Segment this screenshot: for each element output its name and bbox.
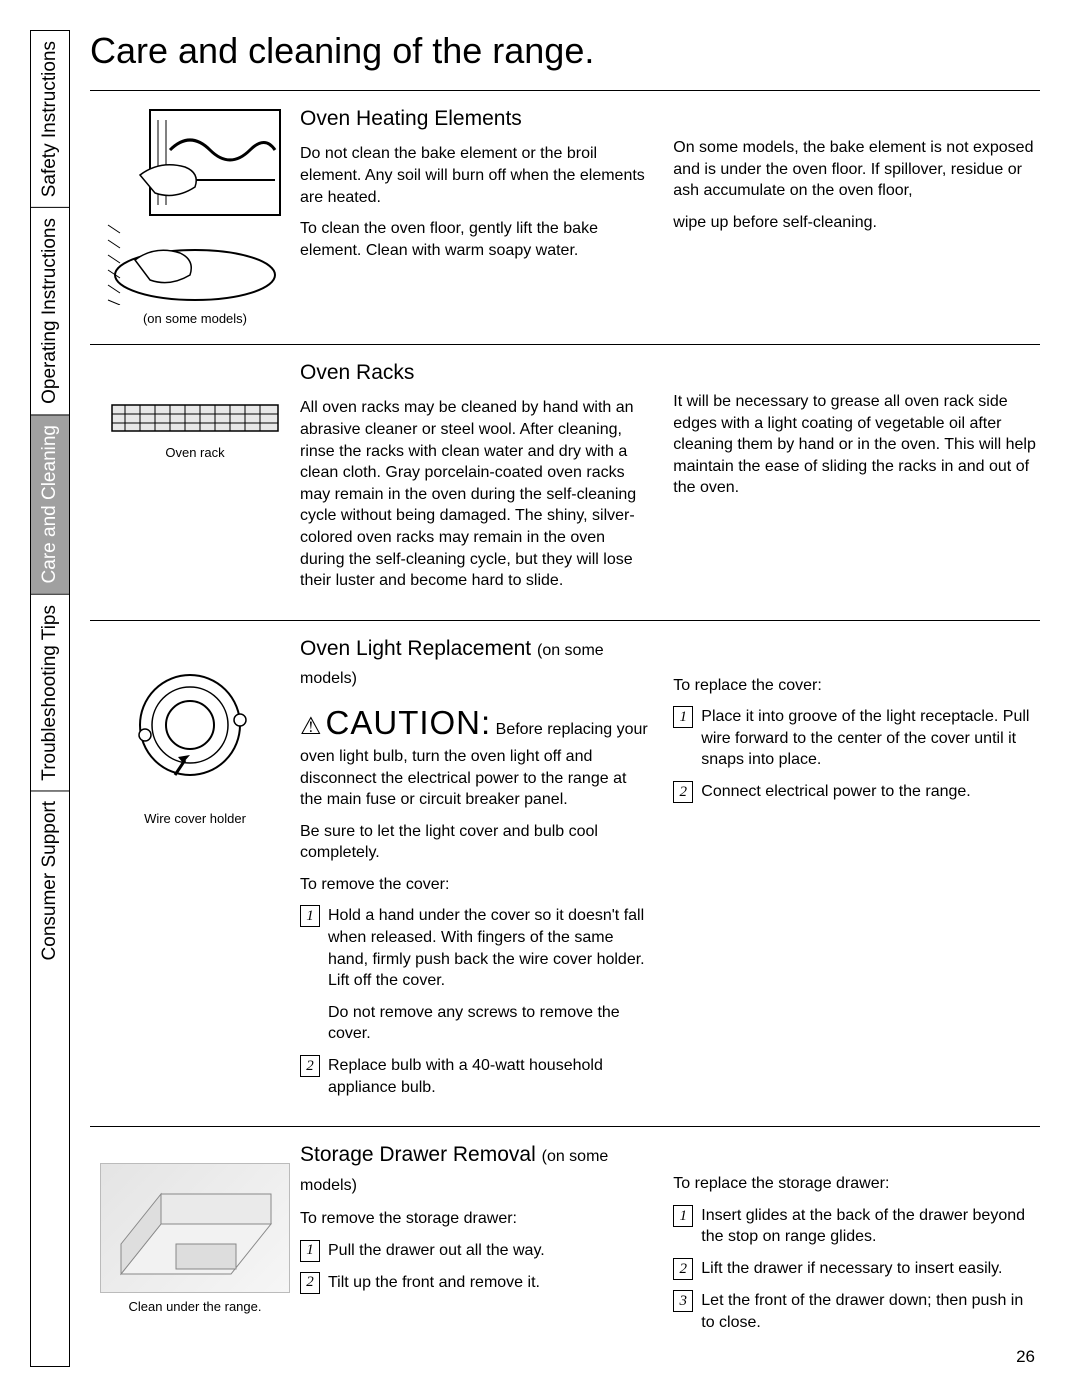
heating-text: Do not clean the bake element or the bro… (300, 143, 649, 208)
tab-troubleshooting[interactable]: Troubleshooting Tips (31, 594, 69, 791)
side-tabs: Safety Instructions Operating Instructio… (30, 30, 70, 1367)
list-item: 1Pull the drawer out all the way. (300, 1240, 649, 1262)
illustration-caption: Oven rack (165, 445, 224, 460)
step-number-icon: 1 (673, 1205, 693, 1227)
section-oven-racks: Oven rack Oven Racks All oven racks may … (90, 344, 1040, 620)
list-item: 1Place it into groove of the light recep… (673, 706, 1040, 771)
caution-label: CAUTION: (326, 704, 492, 741)
illustration-heating: (on some models) (90, 105, 300, 326)
light-col-right: To replace the cover: 1Place it into gro… (673, 635, 1040, 1109)
heating-heading: Oven Heating Elements (300, 105, 649, 133)
racks-col-left: Oven Racks All oven racks may be cleaned… (300, 359, 649, 602)
light-heading: Oven Light Replacement (on some models) (300, 635, 649, 692)
tab-operating[interactable]: Operating Instructions (31, 207, 69, 414)
oven-rack-illustration (110, 399, 280, 439)
section-oven-light: Wire cover holder Oven Light Replacement… (90, 620, 1040, 1127)
illustration-caption: Clean under the range. (129, 1299, 262, 1314)
racks-text: All oven racks may be cleaned by hand wi… (300, 397, 649, 591)
remove-drawer-label: To remove the storage drawer: (300, 1208, 649, 1230)
page: Safety Instructions Operating Instructio… (0, 0, 1080, 1397)
step-number-icon: 1 (300, 905, 320, 927)
remove-drawer-steps: 1Pull the drawer out all the way. 2Tilt … (300, 1240, 649, 1294)
replace-cover-label: To replace the cover: (673, 675, 1040, 697)
list-item: 2Connect electrical power to the range. (673, 781, 1040, 803)
page-number: 26 (1016, 1347, 1035, 1367)
remove-cover-steps: 1Hold a hand under the cover so it doesn… (300, 905, 649, 991)
light-text: Be sure to let the light cover and bulb … (300, 821, 649, 864)
list-item: 2Lift the drawer if necessary to insert … (673, 1258, 1040, 1280)
step-number-icon: 2 (300, 1272, 320, 1294)
heating-col-left: Oven Heating Elements Do not clean the b… (300, 105, 649, 326)
step-number-icon: 1 (300, 1240, 320, 1262)
warning-icon: ⚠ (300, 713, 322, 740)
illustration-light: Wire cover holder (90, 635, 300, 1109)
illustration-caption: Wire cover holder (144, 811, 246, 826)
replace-drawer-label: To replace the storage drawer: (673, 1173, 1040, 1195)
replace-drawer-steps: 1Insert glides at the back of the drawer… (673, 1205, 1040, 1333)
drawer-heading: Storage Drawer Removal (on some models) (300, 1141, 649, 1198)
racks-col-right: It will be necessary to grease all oven … (673, 359, 1040, 602)
light-cover-illustration (120, 665, 270, 805)
heating-text: On some models, the bake element is not … (673, 137, 1040, 202)
remove-cover-steps: 2Replace bulb with a 40-watt household a… (300, 1055, 649, 1098)
step-number-icon: 3 (673, 1290, 693, 1312)
step-number-icon: 2 (300, 1055, 320, 1077)
content: Care and cleaning of the range. (90, 30, 1040, 1367)
step-number-icon: 1 (673, 706, 693, 728)
page-title: Care and cleaning of the range. (90, 30, 1040, 72)
illustration-rack: Oven rack (90, 359, 300, 602)
drawer-illustration (100, 1163, 290, 1293)
drawer-col-left: Storage Drawer Removal (on some models) … (300, 1141, 649, 1343)
drawer-col-right: To replace the storage drawer: 1Insert g… (673, 1141, 1040, 1343)
oven-cleaning-illustration (100, 105, 290, 305)
illustration-caption: (on some models) (143, 311, 247, 326)
tab-safety[interactable]: Safety Instructions (31, 31, 69, 207)
remove-cover-label: To remove the cover: (300, 874, 649, 896)
list-item: 2Tilt up the front and remove it. (300, 1272, 649, 1294)
heating-text: wipe up before self-cleaning. (673, 212, 1040, 234)
heating-col-right: On some models, the bake element is not … (673, 105, 1040, 326)
replace-cover-steps: 1Place it into groove of the light recep… (673, 706, 1040, 803)
illustration-drawer: Clean under the range. (90, 1141, 300, 1343)
remove-cover-note: Do not remove any screws to remove the c… (328, 1002, 649, 1045)
racks-heading: Oven Racks (300, 359, 649, 387)
tab-consumer-support[interactable]: Consumer Support (31, 790, 69, 970)
list-item: 1Hold a hand under the cover so it doesn… (300, 905, 649, 991)
step-number-icon: 2 (673, 781, 693, 803)
list-item: 3Let the front of the drawer down; then … (673, 1290, 1040, 1333)
list-item: 1Insert glides at the back of the drawer… (673, 1205, 1040, 1248)
caution-block: ⚠CAUTION: Before replacing your oven lig… (300, 701, 649, 810)
list-item: 2Replace bulb with a 40-watt household a… (300, 1055, 649, 1098)
tab-care-cleaning[interactable]: Care and Cleaning (31, 414, 69, 593)
heating-text: To clean the oven floor, gently lift the… (300, 218, 649, 261)
racks-text: It will be necessary to grease all oven … (673, 391, 1040, 499)
step-number-icon: 2 (673, 1258, 693, 1280)
light-col-left: Oven Light Replacement (on some models) … (300, 635, 649, 1109)
section-storage-drawer: Clean under the range. Storage Drawer Re… (90, 1126, 1040, 1361)
section-heating-elements: (on some models) Oven Heating Elements D… (90, 90, 1040, 344)
